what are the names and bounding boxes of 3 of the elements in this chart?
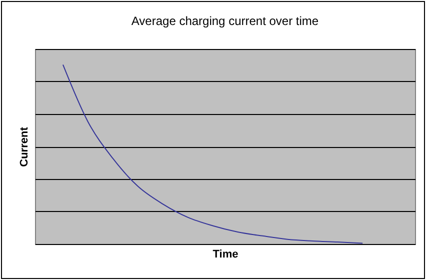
- x-axis-title: Time: [212, 248, 238, 260]
- chart-title: Average charging current over time: [131, 14, 319, 28]
- y-axis-title: Current: [18, 126, 30, 167]
